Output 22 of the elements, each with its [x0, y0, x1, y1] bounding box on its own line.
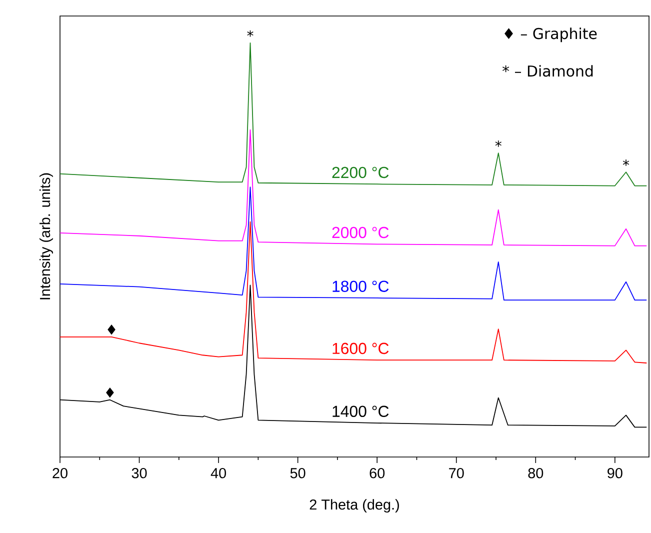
x-tick-label: 50 [290, 468, 306, 478]
x-tick-label: 60 [370, 468, 385, 478]
annotation: ♦ [108, 324, 116, 335]
series-label: 1800 °C [332, 280, 389, 292]
series-label: 1600 °C [332, 342, 389, 354]
annotation: * [495, 140, 502, 147]
annotation: * [247, 30, 254, 37]
y-axis-title: Intensity (arb. units) [40, 173, 53, 300]
x-tick-label: 30 [132, 468, 147, 478]
annotation: ♦ [106, 387, 114, 398]
series-label: 2200 °C [332, 166, 389, 178]
x-axis-title: 2 Theta (deg.) [310, 499, 399, 513]
x-tick-label: 90 [608, 468, 622, 478]
x-tick-label: 80 [528, 468, 544, 478]
x-tick-label: 20 [52, 468, 68, 478]
annotation: * – Diamond [502, 65, 593, 77]
series-label: 1400 °C [332, 406, 389, 418]
text: ♦ – Graphite [504, 28, 597, 42]
x-tick-label: 70 [449, 468, 464, 478]
x-tick-label: 40 [210, 468, 226, 478]
annotation: * [622, 160, 630, 166]
series-label: 2000 °C [332, 226, 389, 238]
